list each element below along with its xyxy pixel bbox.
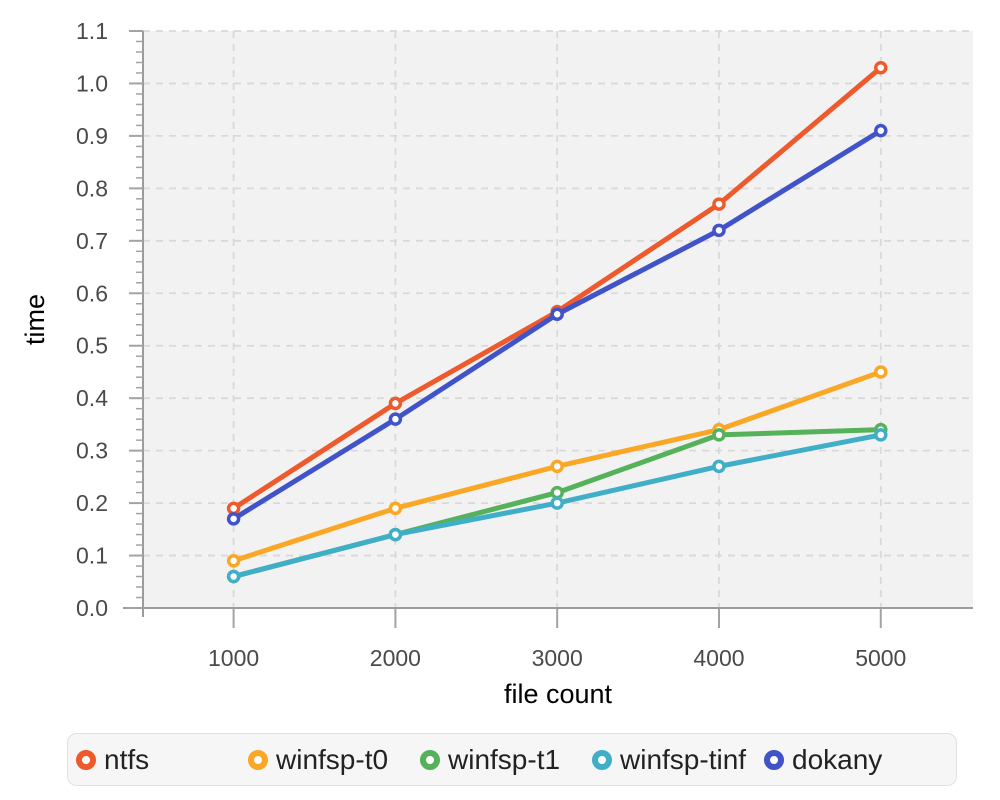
y-tick-label: 0.1 <box>76 543 108 569</box>
legend-label: winfsp-t0 <box>276 743 389 775</box>
x-tick-label: 3000 <box>532 645 583 671</box>
legend-label: winfsp-tinf <box>620 743 747 775</box>
x-tick-label: 1000 <box>208 645 259 671</box>
y-axis-title: time <box>20 294 50 345</box>
line-chart: 0.0 0.1 0.2 0.3 0.4 0.5 0.6 0.7 0.8 0.9 1.0 1.1 1000… <box>20 18 973 709</box>
marker-ntfs-2000 <box>388 396 403 411</box>
series-winfsp-t0 <box>226 365 888 568</box>
gridlines <box>143 30 973 608</box>
y-tick-label: 0.2 <box>76 490 108 516</box>
y-tick-label: 0.0 <box>76 595 108 621</box>
legend-label: dokany <box>792 743 883 775</box>
marker-winfsp-t0-5000 <box>874 365 888 379</box>
marker-winfsp-t1-3000 <box>550 485 564 500</box>
x-tick-label: 5000 <box>855 645 906 671</box>
marker-dokany-3000 <box>550 307 564 322</box>
y-tick-label: 0.3 <box>76 438 108 464</box>
legend-item-dokany: dokany <box>764 743 883 775</box>
marker-winfsp-t0-2000 <box>388 501 403 516</box>
legend: ntfs winfsp-t0 winfsp-t1 winfsp-tinf dokany <box>67 733 957 786</box>
legend-ring-icon <box>76 749 96 770</box>
marker-winfsp-tinf-2000 <box>388 527 403 542</box>
y-tick-label: 1.0 <box>76 70 108 96</box>
marker-winfsp-t1-4000 <box>712 428 726 442</box>
axes: 0.0 0.1 0.2 0.3 0.4 0.5 0.6 0.7 0.8 0.9 1.0 1.1 1000… <box>76 18 973 671</box>
marker-dokany-4000 <box>712 223 726 238</box>
marker-dokany-5000 <box>874 123 888 138</box>
series-lines <box>226 60 888 584</box>
marker-winfsp-tinf-4000 <box>712 459 726 474</box>
y-tick-label: 0.9 <box>76 123 108 149</box>
y-tick-label: 0.4 <box>76 385 108 411</box>
legend-label: winfsp-t1 <box>448 743 561 775</box>
series-winfsp-tinf <box>226 428 888 584</box>
legend-label: ntfs <box>104 743 150 775</box>
legend-item-winfsp-tinf: winfsp-tinf <box>592 743 764 775</box>
legend-ring-icon <box>592 749 612 770</box>
legend-ring-icon <box>764 749 784 770</box>
legend-item-winfsp-t0: winfsp-t0 <box>248 743 420 775</box>
x-axis-title: file count <box>504 679 613 709</box>
marker-ntfs-1000 <box>226 501 241 516</box>
marker-winfsp-t0-3000 <box>550 459 564 474</box>
x-tick-label: 4000 <box>693 645 744 671</box>
marker-winfsp-tinf-1000 <box>226 569 241 584</box>
x-tick-label: 2000 <box>370 645 421 671</box>
legend-ring-icon <box>420 749 440 770</box>
marker-winfsp-tinf-5000 <box>874 428 888 442</box>
legend-item-ntfs: ntfs <box>76 743 248 775</box>
y-tick-label: 0.6 <box>76 280 108 306</box>
marker-ntfs-5000 <box>874 60 888 75</box>
marker-winfsp-tinf-3000 <box>550 496 564 510</box>
y-tick-label: 0.8 <box>76 175 108 201</box>
y-tick-label: 0.7 <box>76 228 108 254</box>
legend-item-winfsp-t1: winfsp-t1 <box>420 743 592 775</box>
marker-dokany-2000 <box>388 412 403 426</box>
legend-ring-icon <box>248 749 268 770</box>
marker-ntfs-4000 <box>712 197 726 211</box>
marker-winfsp-t0-1000 <box>226 554 241 568</box>
y-tick-label: 1.1 <box>76 18 108 44</box>
y-tick-label: 0.5 <box>76 333 108 359</box>
marker-dokany-1000 <box>226 512 241 526</box>
series-dokany <box>226 123 888 526</box>
